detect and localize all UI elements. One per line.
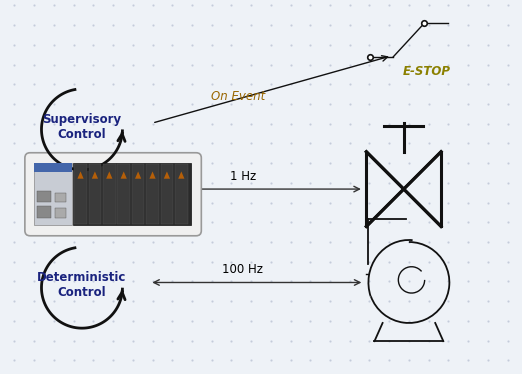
Text: Supervisory
Control: Supervisory Control bbox=[42, 113, 122, 141]
Bar bbox=[117, 164, 130, 224]
Text: Deterministic
Control: Deterministic Control bbox=[37, 271, 127, 299]
Bar bbox=[37, 191, 51, 202]
Polygon shape bbox=[106, 171, 112, 179]
Text: 100 Hz: 100 Hz bbox=[222, 263, 263, 276]
FancyBboxPatch shape bbox=[25, 153, 201, 236]
Polygon shape bbox=[164, 171, 170, 179]
Bar bbox=[55, 193, 66, 202]
Polygon shape bbox=[121, 171, 127, 179]
Bar bbox=[34, 163, 72, 226]
Bar bbox=[73, 163, 191, 226]
Bar bbox=[146, 164, 159, 224]
Polygon shape bbox=[77, 171, 84, 179]
Polygon shape bbox=[135, 171, 141, 179]
Polygon shape bbox=[178, 171, 184, 179]
Bar bbox=[34, 163, 72, 172]
Text: 1 Hz: 1 Hz bbox=[230, 170, 256, 183]
Bar bbox=[89, 164, 101, 224]
Bar bbox=[74, 164, 87, 224]
Bar bbox=[55, 208, 66, 218]
Polygon shape bbox=[92, 171, 98, 179]
Polygon shape bbox=[149, 171, 156, 179]
Bar bbox=[161, 164, 173, 224]
Bar bbox=[175, 164, 187, 224]
Bar bbox=[103, 164, 116, 224]
Bar bbox=[132, 164, 145, 224]
Bar bbox=[37, 206, 51, 218]
Text: On Event: On Event bbox=[210, 91, 265, 104]
Text: E-STOP: E-STOP bbox=[403, 65, 451, 77]
